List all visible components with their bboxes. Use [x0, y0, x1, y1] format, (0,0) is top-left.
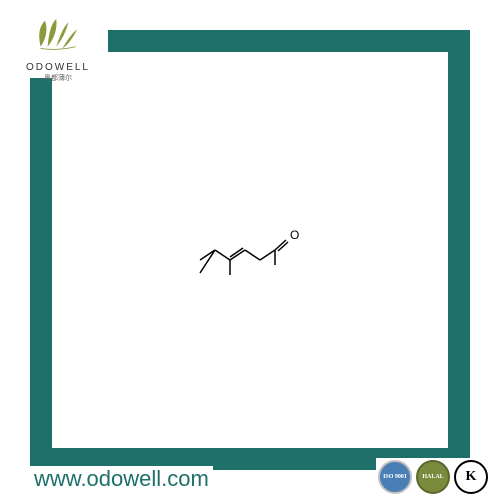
chemical-structure: O	[190, 215, 310, 285]
oxygen-label: O	[290, 228, 299, 242]
halal-badge-text: HALAL	[422, 474, 443, 480]
kosher-badge-text: K	[466, 470, 477, 484]
website-url[interactable]: www.odowell.com	[30, 466, 213, 492]
iso-badge: ISO 9001	[378, 460, 412, 494]
halal-badge: HALAL	[416, 460, 450, 494]
brand-subtext: 奥都薄尔	[12, 73, 104, 83]
certification-badges: ISO 9001 HALAL K	[376, 458, 490, 496]
kosher-badge: K	[454, 460, 488, 494]
brand-logo: ODOWELL 奥都薄尔	[8, 8, 108, 78]
brand-name: ODOWELL	[12, 62, 104, 73]
leaf-icon	[12, 12, 104, 55]
iso-badge-text: ISO 9001	[383, 474, 407, 480]
